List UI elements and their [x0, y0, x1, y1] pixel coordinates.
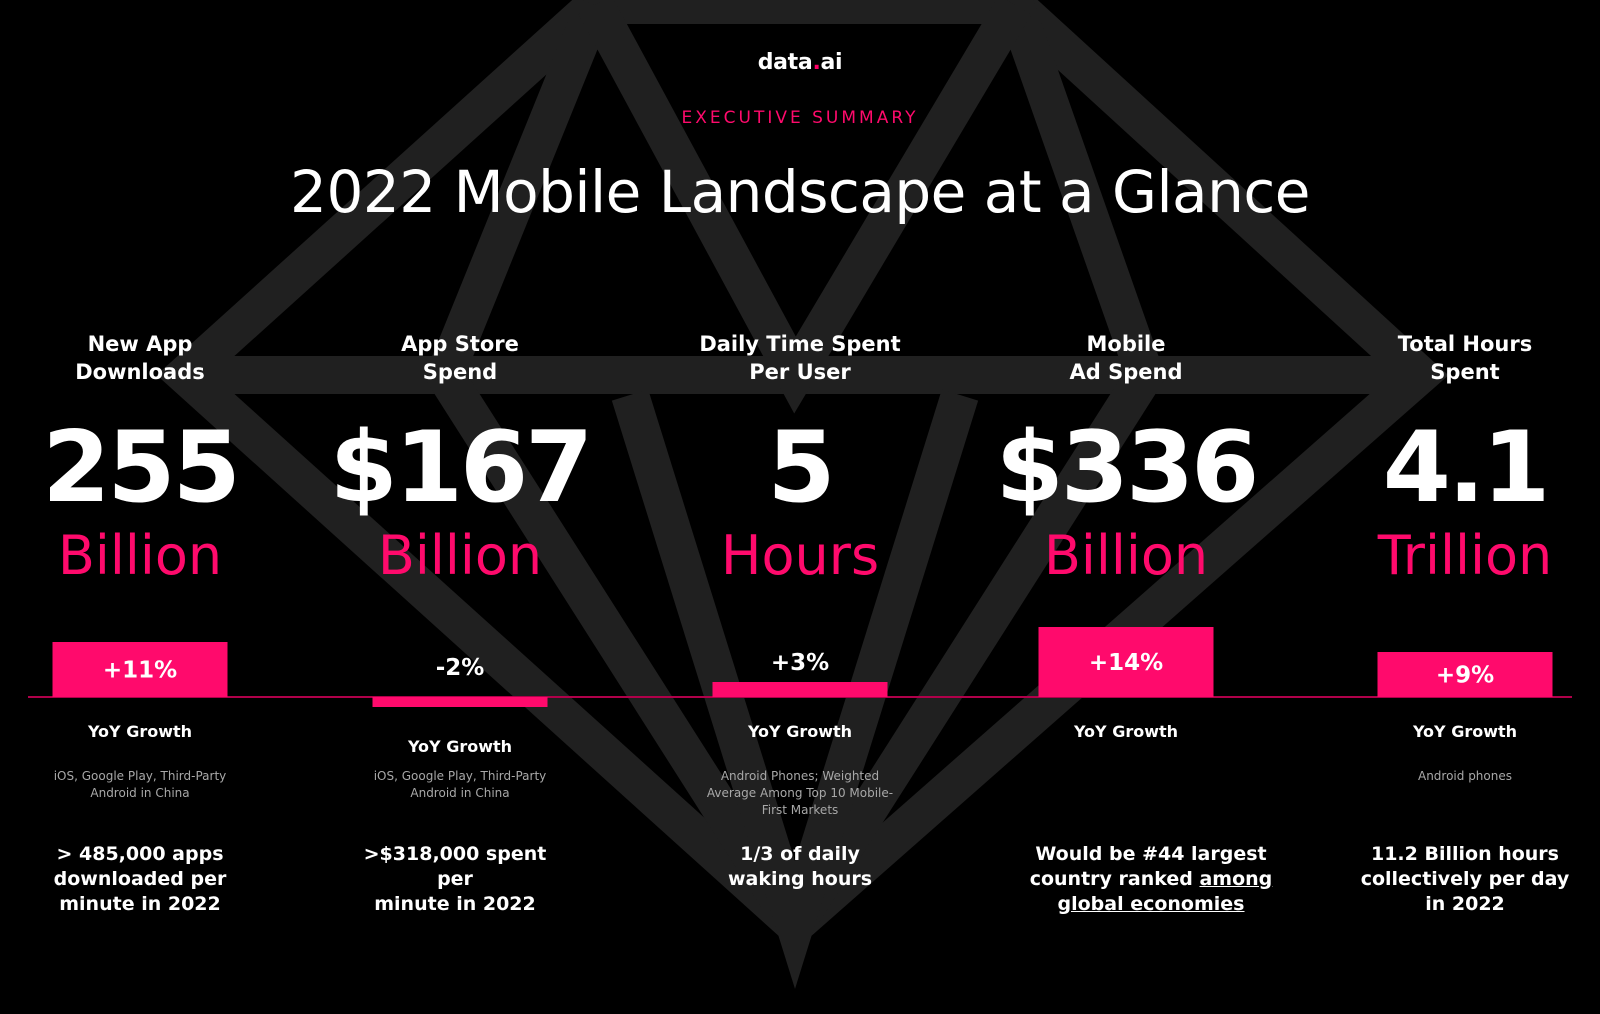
growth-value-label: +14% — [1089, 650, 1163, 676]
growth-bar — [372, 697, 548, 707]
metric-unit: Hours — [720, 524, 880, 587]
growth-label: YoY Growth — [87, 722, 193, 741]
growth-label: YoY Growth — [1412, 722, 1518, 741]
brand-logo: data.ai — [757, 50, 843, 75]
metric-label: Daily Time Spent Per User — [699, 332, 901, 384]
metric-label: Mobile Ad Spend — [1069, 332, 1183, 384]
source-note: Android phones — [1417, 769, 1512, 783]
page-title: 2022 Mobile Landscape at a Glance — [290, 158, 1310, 226]
growth-bar — [1038, 627, 1214, 697]
fact-text: 1/3 of daily waking hours — [727, 843, 873, 890]
growth-label: YoY Growth — [407, 737, 513, 756]
metric-unit: Billion — [1043, 524, 1209, 587]
growth-value-label: -2% — [436, 655, 485, 681]
metric-value: 255 — [42, 411, 241, 525]
fact-text: > 485,000 apps downloaded per minute in … — [53, 843, 227, 915]
metric-value: 5 — [767, 411, 835, 525]
growth-value-label: +11% — [103, 658, 177, 684]
source-note: Android Phones; Weighted Average Among T… — [706, 769, 894, 817]
metric-column-app-store-spend: App Store Spend $167 Billion — [300, 330, 620, 587]
metric-value: 4.1 — [1382, 411, 1551, 525]
growth-bar — [1377, 652, 1553, 697]
metric-column-downloads: New App Downloads 255 Billion — [0, 330, 300, 587]
metric-label: New App Downloads — [75, 332, 205, 384]
growth-value-label: +9% — [1436, 663, 1494, 689]
growth-bar — [52, 642, 228, 697]
metric-unit: Billion — [57, 524, 223, 587]
growth-bar — [712, 682, 888, 697]
section-eyebrow: EXECUTIVE SUMMARY — [681, 108, 919, 128]
source-note: iOS, Google Play, Third-Party Android in… — [373, 769, 547, 800]
global-economies-link[interactable]: among global economies — [1057, 868, 1273, 915]
fact-text-plain: Would be #44 largest country ranked — [1029, 843, 1267, 890]
metric-value: $167 — [329, 411, 594, 525]
growth-label: YoY Growth — [1073, 722, 1179, 741]
yoy-growth-bar-chart: +11% -2% +3% +14% +9% — [28, 627, 1572, 707]
metric-column-daily-time-spent: Daily Time Spent Per User 5 Hours — [640, 330, 960, 587]
fact-text: >$318,000 spent per minute in 2022 — [363, 843, 547, 915]
source-note: iOS, Google Play, Third-Party Android in… — [53, 769, 227, 800]
fact-text: Would be #44 largest country ranked amon… — [1026, 842, 1276, 917]
metric-unit: Billion — [377, 524, 543, 587]
metric-label: App Store Spend — [401, 332, 519, 384]
metric-column-mobile-ad-spend: Mobile Ad Spend $336 Billion — [966, 330, 1286, 587]
metric-label: Total Hours Spent — [1397, 332, 1533, 384]
growth-label: YoY Growth — [747, 722, 853, 741]
growth-value-label: +3% — [771, 650, 829, 676]
metric-value: $336 — [995, 411, 1260, 525]
metric-column-total-hours: Total Hours Spent 4.1 Trillion — [1305, 330, 1600, 587]
metric-unit: Trillion — [1377, 524, 1553, 587]
fact-text: 11.2 Billion hours collectively per day … — [1360, 843, 1570, 915]
